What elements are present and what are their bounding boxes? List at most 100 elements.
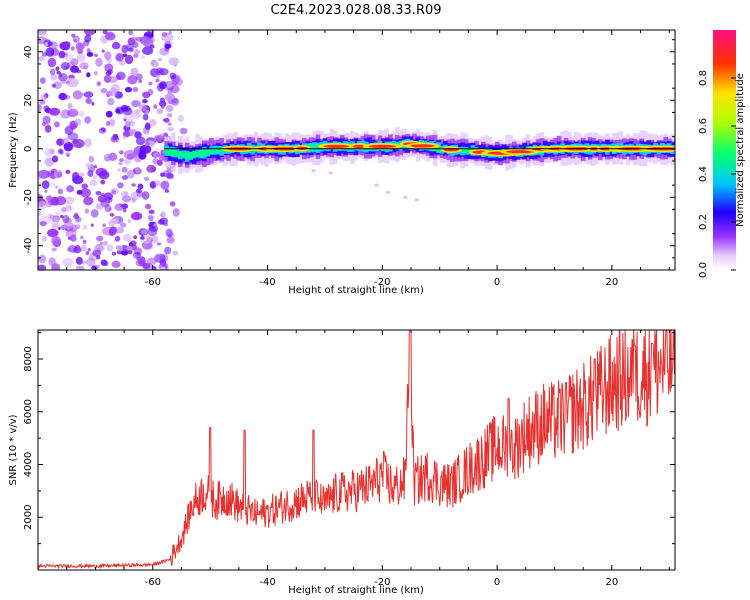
noise-speckle (76, 190, 83, 195)
noise-speckle (87, 170, 94, 178)
noise-speckle (44, 157, 55, 167)
noise-speckle (70, 46, 75, 51)
noise-speckle (43, 148, 53, 157)
noise-speckle (136, 190, 143, 198)
noise-speckle (79, 62, 89, 70)
noise-speckle (160, 180, 170, 190)
noise-speckle (156, 159, 163, 166)
noise-speckle (108, 207, 112, 211)
noise-speckle (140, 55, 146, 60)
band-segment (212, 148, 218, 153)
faint-speck (328, 171, 333, 175)
noise-speckle (61, 207, 67, 213)
noise-speckle (39, 172, 45, 178)
noise-speckle (86, 48, 91, 53)
noise-speckle (65, 205, 73, 212)
noise-speckle (137, 183, 144, 190)
noise-speckle (84, 208, 90, 214)
noise-speckle (64, 151, 70, 156)
noise-speckle (84, 138, 92, 148)
noise-speckle (147, 226, 158, 237)
noise-speckle (63, 141, 74, 152)
noise-speckle (153, 223, 158, 227)
noise-speckle (162, 81, 175, 91)
noise-speckle (85, 251, 90, 256)
noise-speckle (145, 203, 152, 210)
noise-speckle (54, 185, 59, 189)
noise-speckle (82, 224, 88, 230)
noise-speckle (76, 69, 82, 74)
noise-speckle (150, 182, 156, 187)
noise-speckle (159, 211, 167, 218)
snr-y-ticks: 2000 4000 6000 8000 (23, 332, 675, 545)
noise-speckle (53, 169, 63, 179)
noise-speckle (98, 170, 110, 180)
noise-speckle (42, 121, 47, 127)
noise-speckle (109, 212, 115, 217)
noise-speckle (83, 91, 94, 99)
noise-speckle (83, 196, 94, 206)
band-segment (312, 144, 317, 149)
noise-speckle (47, 228, 59, 238)
noise-speckle (102, 241, 109, 246)
noise-speckle (167, 122, 172, 126)
noise-speckle (127, 75, 138, 85)
noise-speckle (109, 87, 118, 97)
y-tick-label: 8000 (23, 346, 34, 371)
noise-speckle (159, 68, 169, 76)
snr-panel: -60 -40 -20 0 20 2000 4000 6000 8000 Height of … (8, 329, 676, 596)
noise-speckle (84, 34, 92, 43)
noise-speckle (133, 235, 138, 240)
band-segment (205, 149, 211, 155)
band-segment (460, 148, 465, 153)
band-segment (195, 152, 200, 157)
noise-speckle (144, 122, 151, 131)
noise-speckle (163, 222, 169, 227)
noise-speckle (45, 47, 55, 57)
band-segment (167, 148, 173, 155)
noise-speckle (100, 127, 106, 132)
noise-speckle (91, 101, 95, 106)
faint-speck (385, 190, 391, 194)
noise-speckle (132, 251, 141, 259)
noise-speckle (78, 111, 85, 118)
noise-speckle (38, 208, 42, 217)
band-segment (178, 151, 183, 157)
noise-speckle (114, 235, 121, 242)
noise-speckle (95, 57, 103, 67)
noise-speckle (57, 138, 65, 146)
noise-speckle (60, 62, 71, 71)
y-tick-label: 20 (23, 94, 34, 107)
noise-speckle (107, 219, 117, 227)
noise-speckle (38, 103, 42, 113)
noise-speckle (55, 195, 67, 206)
x-tick-label: -40 (259, 577, 275, 588)
noise-speckle (148, 81, 153, 86)
noise-speckle (57, 188, 63, 195)
colorbar: 0.0 0.2 0.4 0.6 0.8 Normalized spectral ampl… (698, 30, 746, 278)
noise-speckle (100, 179, 106, 185)
noise-speckle (165, 172, 174, 179)
noise-speckle (145, 141, 150, 147)
band-segment (215, 148, 221, 154)
noise-speckle (123, 233, 132, 242)
noise-speckle (142, 113, 149, 121)
noise-speckle (153, 104, 158, 109)
noise-speckle (170, 85, 180, 93)
noise-speckle (105, 110, 113, 118)
noise-speckle (63, 137, 69, 144)
band-segment (188, 151, 193, 158)
noise-speckle (41, 180, 50, 189)
band-segment (181, 152, 187, 158)
noise-speckle (155, 74, 161, 79)
noise-speckle (111, 260, 121, 268)
noise-speckle (54, 121, 60, 128)
noise-speckle (63, 196, 75, 205)
noise-speckle (126, 246, 133, 251)
noise-speckle (85, 257, 96, 267)
noise-speckle (49, 217, 60, 225)
noise-speckle (102, 30, 108, 35)
noise-speckle (162, 170, 170, 178)
noise-speckle (67, 102, 73, 110)
noise-speckle (86, 52, 94, 57)
